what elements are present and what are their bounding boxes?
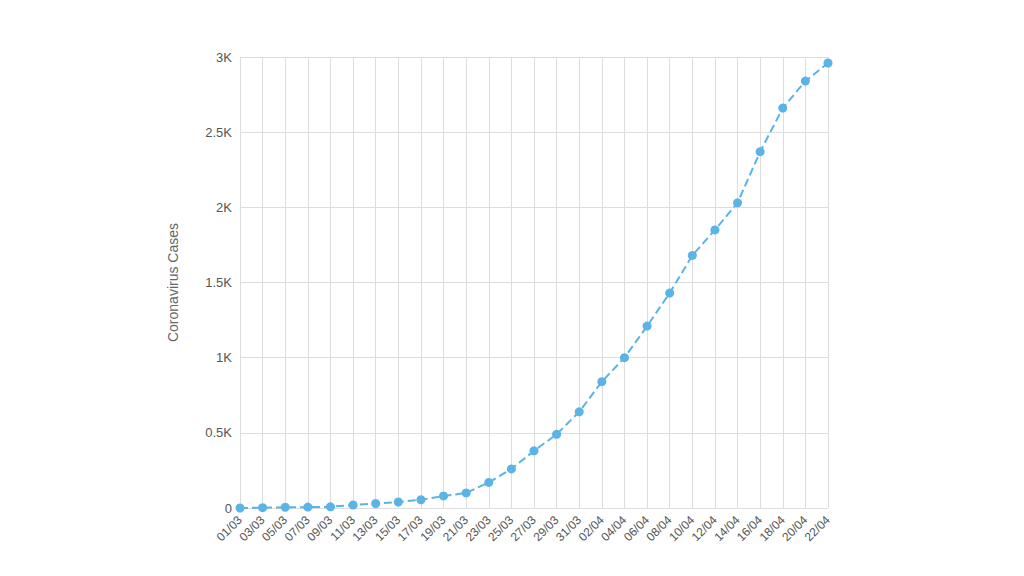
- svg-text:19/03: 19/03: [417, 513, 449, 545]
- svg-text:27/03: 27/03: [507, 513, 539, 545]
- svg-text:05/03: 05/03: [259, 513, 291, 545]
- svg-text:2.5K: 2.5K: [205, 125, 232, 140]
- svg-text:03/03: 03/03: [236, 513, 268, 545]
- svg-text:11/03: 11/03: [327, 513, 358, 544]
- svg-text:02/04: 02/04: [575, 513, 607, 545]
- svg-text:01/03: 01/03: [213, 513, 245, 545]
- svg-text:06/04: 06/04: [620, 513, 652, 545]
- svg-text:3K: 3K: [216, 50, 232, 65]
- svg-text:10/04: 10/04: [666, 513, 698, 545]
- svg-text:0: 0: [225, 501, 232, 516]
- svg-text:16/04: 16/04: [734, 513, 766, 545]
- svg-text:20/04: 20/04: [779, 513, 811, 545]
- svg-text:13/03: 13/03: [349, 513, 381, 545]
- svg-text:18/04: 18/04: [756, 513, 788, 545]
- svg-text:22/04: 22/04: [802, 513, 833, 544]
- svg-text:25/03: 25/03: [485, 513, 517, 545]
- svg-text:1.5K: 1.5K: [205, 275, 232, 290]
- svg-text:23/03: 23/03: [462, 513, 494, 545]
- svg-text:21/03: 21/03: [440, 513, 472, 545]
- svg-text:31/03: 31/03: [553, 513, 585, 545]
- svg-text:17/03: 17/03: [394, 513, 426, 545]
- svg-text:09/03: 09/03: [304, 513, 335, 544]
- svg-text:04/04: 04/04: [598, 513, 630, 545]
- svg-text:0.5K: 0.5K: [205, 425, 232, 440]
- svg-text:2K: 2K: [216, 200, 232, 215]
- svg-text:1K: 1K: [216, 350, 232, 365]
- svg-text:12/04: 12/04: [688, 513, 720, 545]
- svg-text:07/03: 07/03: [281, 513, 313, 545]
- svg-text:Coronavirus Cases: Coronavirus Cases: [165, 223, 181, 342]
- svg-text:08/04: 08/04: [643, 513, 675, 545]
- svg-text:14/04: 14/04: [711, 513, 743, 545]
- svg-text:29/03: 29/03: [530, 513, 562, 545]
- svg-text:15/03: 15/03: [372, 513, 404, 545]
